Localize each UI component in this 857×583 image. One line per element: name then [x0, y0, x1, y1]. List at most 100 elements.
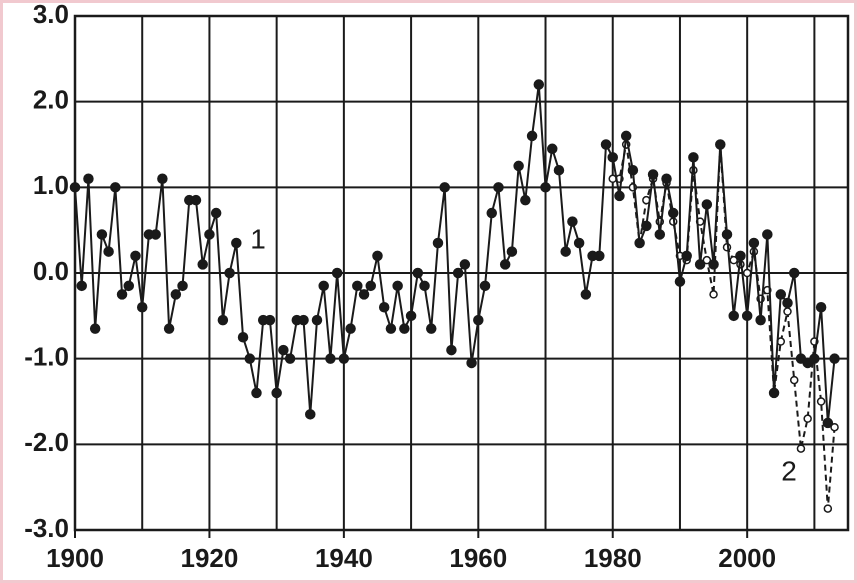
data-point [823, 504, 833, 513]
data-point [157, 173, 168, 185]
data-point [788, 267, 800, 279]
data-point [237, 332, 249, 343]
data-point [473, 314, 484, 326]
data-point [803, 414, 812, 423]
data-point [150, 229, 161, 240]
y-tick-label: 2.0 [33, 85, 69, 115]
x-tick-label: 2000 [718, 543, 776, 573]
y-tick-label: 3.0 [33, 0, 69, 29]
data-point [573, 237, 585, 249]
data-point [620, 130, 632, 142]
data-point [762, 229, 773, 240]
data-point [412, 267, 424, 279]
data-point [715, 139, 726, 150]
data-point [190, 194, 202, 206]
data-point [729, 255, 738, 265]
y-tick-label: 0.0 [33, 256, 69, 286]
data-point [123, 280, 135, 292]
data-point [782, 297, 793, 309]
data-point [136, 302, 148, 313]
data-point [830, 422, 839, 432]
data-point [755, 314, 766, 326]
data-point [728, 310, 739, 322]
data-point [251, 387, 262, 399]
data-point [479, 280, 491, 292]
data-point [674, 276, 686, 287]
data-point [405, 310, 417, 322]
series-label: 2 [781, 455, 797, 486]
data-point [130, 250, 141, 262]
data-point [96, 229, 108, 240]
data-point [641, 220, 652, 232]
data-point [661, 173, 672, 185]
data-point [486, 207, 497, 219]
data-point [446, 344, 457, 356]
data-point [69, 182, 81, 193]
data-point [452, 267, 464, 279]
data-point [392, 280, 403, 292]
data-point [284, 353, 296, 364]
data-point [210, 207, 222, 219]
data-point [439, 182, 450, 193]
data-point [358, 289, 370, 300]
data-point [829, 353, 840, 364]
data-point [694, 259, 706, 270]
data-point [580, 289, 592, 300]
data-point [83, 173, 94, 185]
data-point [816, 397, 826, 406]
x-tick-label: 1940 [315, 543, 373, 573]
x-tick-label: 1960 [449, 543, 507, 573]
x-tick-label: 1980 [584, 543, 642, 573]
data-point [459, 259, 471, 270]
data-point [741, 310, 753, 322]
series-label: 1 [250, 223, 266, 254]
data-point [177, 280, 188, 292]
data-point [372, 250, 383, 262]
data-point [775, 289, 787, 300]
data-point [325, 353, 336, 364]
data-point [163, 323, 175, 334]
data-point [681, 250, 692, 262]
data-point [520, 194, 531, 206]
data-point [426, 323, 437, 334]
x-tick-label: 1900 [46, 543, 104, 573]
data-point [110, 182, 121, 193]
data-point [708, 259, 719, 270]
data-point [217, 314, 229, 326]
data-point [634, 237, 645, 249]
data-point [170, 289, 182, 300]
data-point [271, 387, 282, 399]
data-point [809, 353, 820, 364]
data-point [702, 255, 712, 265]
data-point [345, 323, 356, 334]
data-point [231, 237, 242, 249]
data-point [607, 152, 618, 163]
data-point [654, 229, 666, 240]
data-point [493, 182, 504, 193]
data-point [783, 307, 792, 316]
data-point [338, 353, 350, 364]
data-point [540, 182, 551, 193]
data-point [614, 190, 625, 202]
data-point [506, 246, 518, 257]
data-point [103, 246, 114, 257]
data-point [513, 160, 524, 172]
y-tick-label: -2.0 [24, 427, 69, 457]
data-point [76, 280, 87, 292]
series-line [74, 84, 836, 424]
data-point [197, 259, 208, 270]
data-point [735, 250, 746, 262]
data-point [432, 237, 444, 249]
data-point [311, 314, 323, 326]
data-point [647, 169, 659, 180]
plot-frame [73, 14, 850, 532]
data-point [627, 164, 639, 176]
data-point [331, 267, 343, 279]
data-point [567, 216, 578, 227]
data-point [815, 302, 827, 313]
data-point [298, 314, 309, 326]
data-point [667, 207, 679, 219]
data-point [499, 259, 511, 270]
